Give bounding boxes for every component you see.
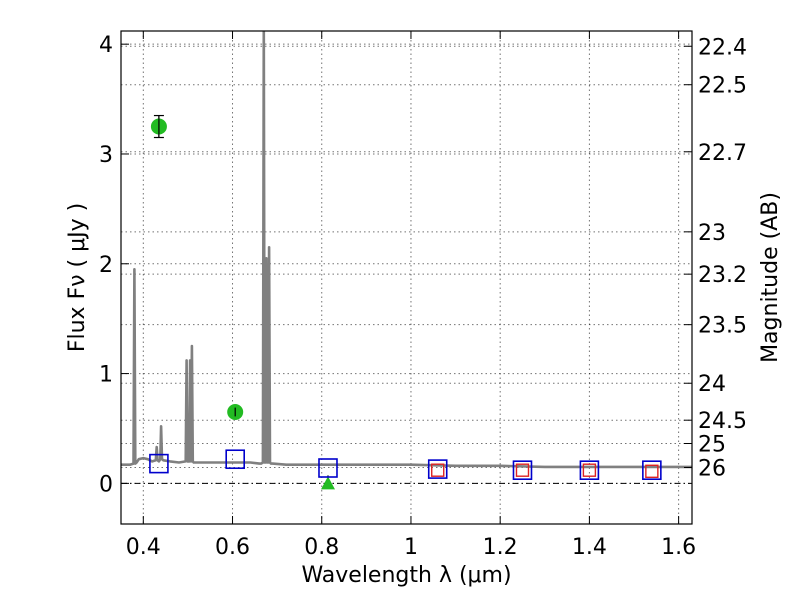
observed-photometry-marker	[582, 463, 597, 477]
observed-photometry-marker	[431, 463, 445, 477]
x-tick-label: 1.2	[483, 535, 518, 560]
mag-tick-label: 26	[698, 457, 726, 482]
observed-photometry-marker	[645, 464, 659, 478]
mag-tick-label: 23.5	[698, 314, 747, 339]
x-tick-label: 1.6	[661, 535, 696, 560]
y-axis-right-title: Magnitude (AB)	[758, 192, 783, 363]
y-axis-title: Flux Fν ( μJy )	[65, 203, 90, 352]
model-photometry-marker	[642, 460, 662, 480]
model-photometry-marker	[427, 459, 448, 479]
mag-tick-label: 23	[698, 221, 726, 246]
mag-tick-label: 24	[698, 372, 726, 397]
y-tick-label: 0	[99, 472, 113, 497]
mag-tick-label: 24.5	[698, 409, 747, 434]
plot-area	[121, 31, 692, 490]
x-tick-label: 1.4	[572, 535, 607, 560]
y-tick-label: 3	[99, 143, 113, 168]
spectrum-line	[121, 31, 692, 469]
model-photometry-marker	[579, 460, 600, 480]
model-photometry-marker	[225, 449, 245, 470]
plot-frame	[120, 30, 693, 525]
x-tick-label: 0.8	[304, 535, 339, 560]
observed-photometry-marker	[515, 463, 530, 477]
upper-limit-marker	[320, 476, 335, 490]
grid	[121, 31, 692, 524]
y-tick-label: 4	[99, 33, 113, 58]
y-tick-label: 2	[99, 253, 113, 278]
mag-tick-label: 22.7	[698, 141, 747, 166]
mag-tick-label: 22.5	[698, 74, 747, 99]
model-photometry-marker	[512, 460, 533, 480]
x-tick-label: 0.4	[126, 535, 161, 560]
model-photometry-marker	[318, 458, 338, 478]
x-axis-title: Wavelength λ (μm)	[301, 563, 511, 588]
y-tick-label: 1	[99, 363, 113, 388]
model-photometry-marker	[149, 453, 169, 474]
x-tick-label: 1	[404, 535, 418, 560]
mag-tick-label: 25	[698, 433, 726, 458]
mag-tick-label: 23.2	[698, 263, 747, 288]
mag-tick-label: 22.4	[698, 35, 747, 60]
x-tick-label: 0.6	[215, 535, 250, 560]
